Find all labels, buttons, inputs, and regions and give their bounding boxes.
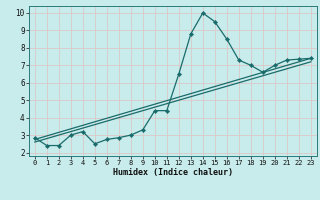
X-axis label: Humidex (Indice chaleur): Humidex (Indice chaleur) <box>113 168 233 177</box>
